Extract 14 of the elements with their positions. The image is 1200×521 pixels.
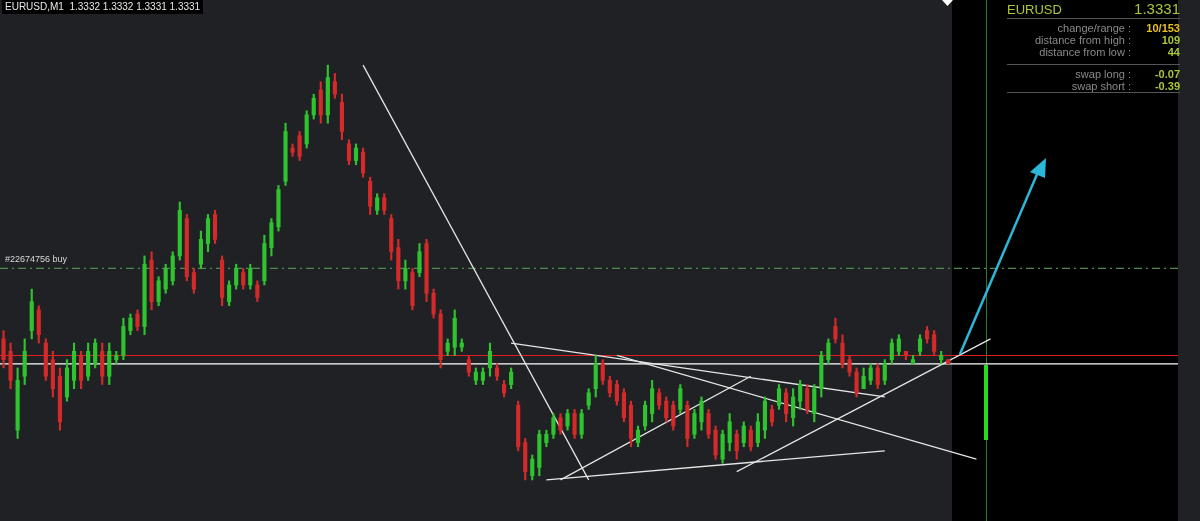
text: distance from low : xyxy=(1038,46,1131,58)
text: EURUSD xyxy=(1007,2,1062,17)
text: 1.3331 xyxy=(1134,0,1180,17)
text: 109 xyxy=(1160,34,1180,46)
text: -0.39 xyxy=(1153,80,1180,92)
text: swap short : xyxy=(1070,80,1131,92)
text: 10/153 xyxy=(1145,22,1180,34)
text: -0.07 xyxy=(1153,68,1180,80)
text: swap long : xyxy=(1074,68,1131,80)
chart-title: EURUSD,M1 1.3332 1.3332 1.3331 1.3331 xyxy=(2,0,204,14)
text: distance from high : xyxy=(1034,34,1131,46)
text: change/range : xyxy=(1056,22,1131,34)
text: 44 xyxy=(1166,46,1180,58)
ref-line-label: #22674756 buy xyxy=(5,253,68,264)
